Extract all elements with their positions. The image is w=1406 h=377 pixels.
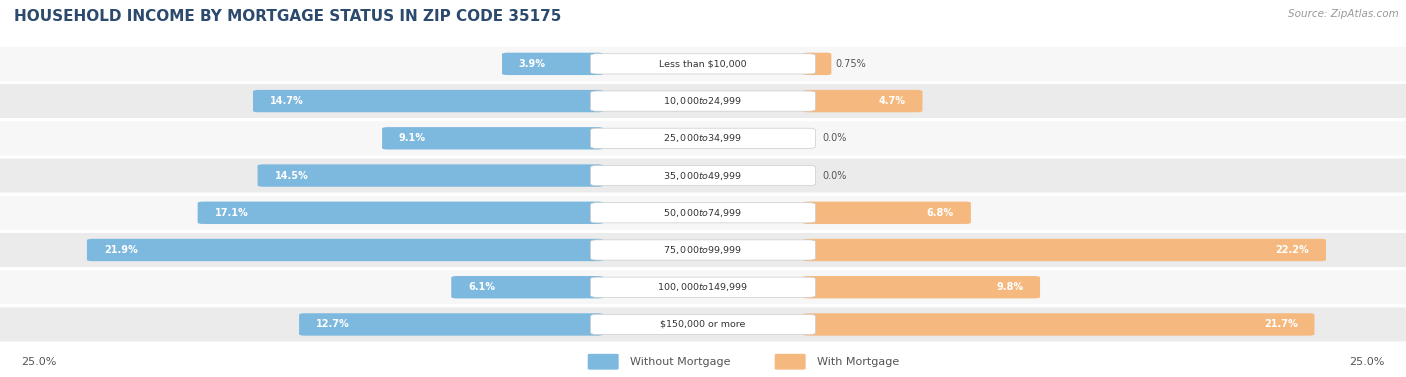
- FancyBboxPatch shape: [0, 121, 1406, 156]
- FancyBboxPatch shape: [299, 313, 603, 336]
- FancyBboxPatch shape: [591, 166, 815, 185]
- FancyBboxPatch shape: [591, 128, 815, 149]
- Text: 6.8%: 6.8%: [927, 208, 955, 218]
- Text: 0.0%: 0.0%: [823, 170, 846, 181]
- Text: 9.1%: 9.1%: [399, 133, 426, 143]
- Text: 14.7%: 14.7%: [270, 96, 304, 106]
- Text: HOUSEHOLD INCOME BY MORTGAGE STATUS IN ZIP CODE 35175: HOUSEHOLD INCOME BY MORTGAGE STATUS IN Z…: [14, 9, 561, 25]
- Text: 17.1%: 17.1%: [215, 208, 249, 218]
- Text: 3.9%: 3.9%: [519, 59, 546, 69]
- FancyBboxPatch shape: [591, 240, 815, 260]
- Text: 22.2%: 22.2%: [1275, 245, 1309, 255]
- Text: 9.8%: 9.8%: [995, 282, 1024, 292]
- FancyBboxPatch shape: [591, 314, 815, 334]
- FancyBboxPatch shape: [87, 239, 603, 261]
- Text: 25.0%: 25.0%: [1350, 357, 1385, 367]
- Text: 21.7%: 21.7%: [1264, 319, 1298, 329]
- FancyBboxPatch shape: [0, 232, 1406, 268]
- FancyBboxPatch shape: [0, 83, 1406, 119]
- Text: 14.5%: 14.5%: [274, 170, 308, 181]
- FancyBboxPatch shape: [502, 53, 603, 75]
- FancyBboxPatch shape: [451, 276, 603, 299]
- Text: 21.9%: 21.9%: [104, 245, 138, 255]
- Text: $75,000 to $99,999: $75,000 to $99,999: [664, 244, 742, 256]
- FancyBboxPatch shape: [803, 90, 922, 112]
- Text: Less than $10,000: Less than $10,000: [659, 59, 747, 68]
- FancyBboxPatch shape: [588, 354, 619, 369]
- FancyBboxPatch shape: [0, 307, 1406, 342]
- FancyBboxPatch shape: [0, 46, 1406, 81]
- FancyBboxPatch shape: [591, 91, 815, 111]
- FancyBboxPatch shape: [591, 54, 815, 74]
- FancyBboxPatch shape: [591, 203, 815, 223]
- FancyBboxPatch shape: [0, 195, 1406, 230]
- Text: Source: ZipAtlas.com: Source: ZipAtlas.com: [1288, 9, 1399, 20]
- FancyBboxPatch shape: [0, 158, 1406, 193]
- Text: 6.1%: 6.1%: [468, 282, 495, 292]
- Text: 0.75%: 0.75%: [835, 59, 866, 69]
- FancyBboxPatch shape: [591, 277, 815, 297]
- FancyBboxPatch shape: [0, 270, 1406, 305]
- FancyBboxPatch shape: [253, 90, 603, 112]
- FancyBboxPatch shape: [382, 127, 603, 150]
- FancyBboxPatch shape: [198, 202, 603, 224]
- Text: With Mortgage: With Mortgage: [817, 357, 898, 367]
- FancyBboxPatch shape: [803, 276, 1040, 299]
- Text: $100,000 to $149,999: $100,000 to $149,999: [658, 281, 748, 293]
- FancyBboxPatch shape: [803, 313, 1315, 336]
- Text: 4.7%: 4.7%: [879, 96, 905, 106]
- Text: $25,000 to $34,999: $25,000 to $34,999: [664, 132, 742, 144]
- Text: $10,000 to $24,999: $10,000 to $24,999: [664, 95, 742, 107]
- Text: $50,000 to $74,999: $50,000 to $74,999: [664, 207, 742, 219]
- Text: Without Mortgage: Without Mortgage: [630, 357, 730, 367]
- Text: 25.0%: 25.0%: [21, 357, 56, 367]
- FancyBboxPatch shape: [257, 164, 603, 187]
- Text: 0.0%: 0.0%: [823, 133, 846, 143]
- Text: 12.7%: 12.7%: [316, 319, 350, 329]
- Text: $35,000 to $49,999: $35,000 to $49,999: [664, 170, 742, 182]
- FancyBboxPatch shape: [803, 202, 972, 224]
- FancyBboxPatch shape: [803, 53, 831, 75]
- Text: $150,000 or more: $150,000 or more: [661, 320, 745, 329]
- FancyBboxPatch shape: [775, 354, 806, 369]
- FancyBboxPatch shape: [803, 239, 1326, 261]
